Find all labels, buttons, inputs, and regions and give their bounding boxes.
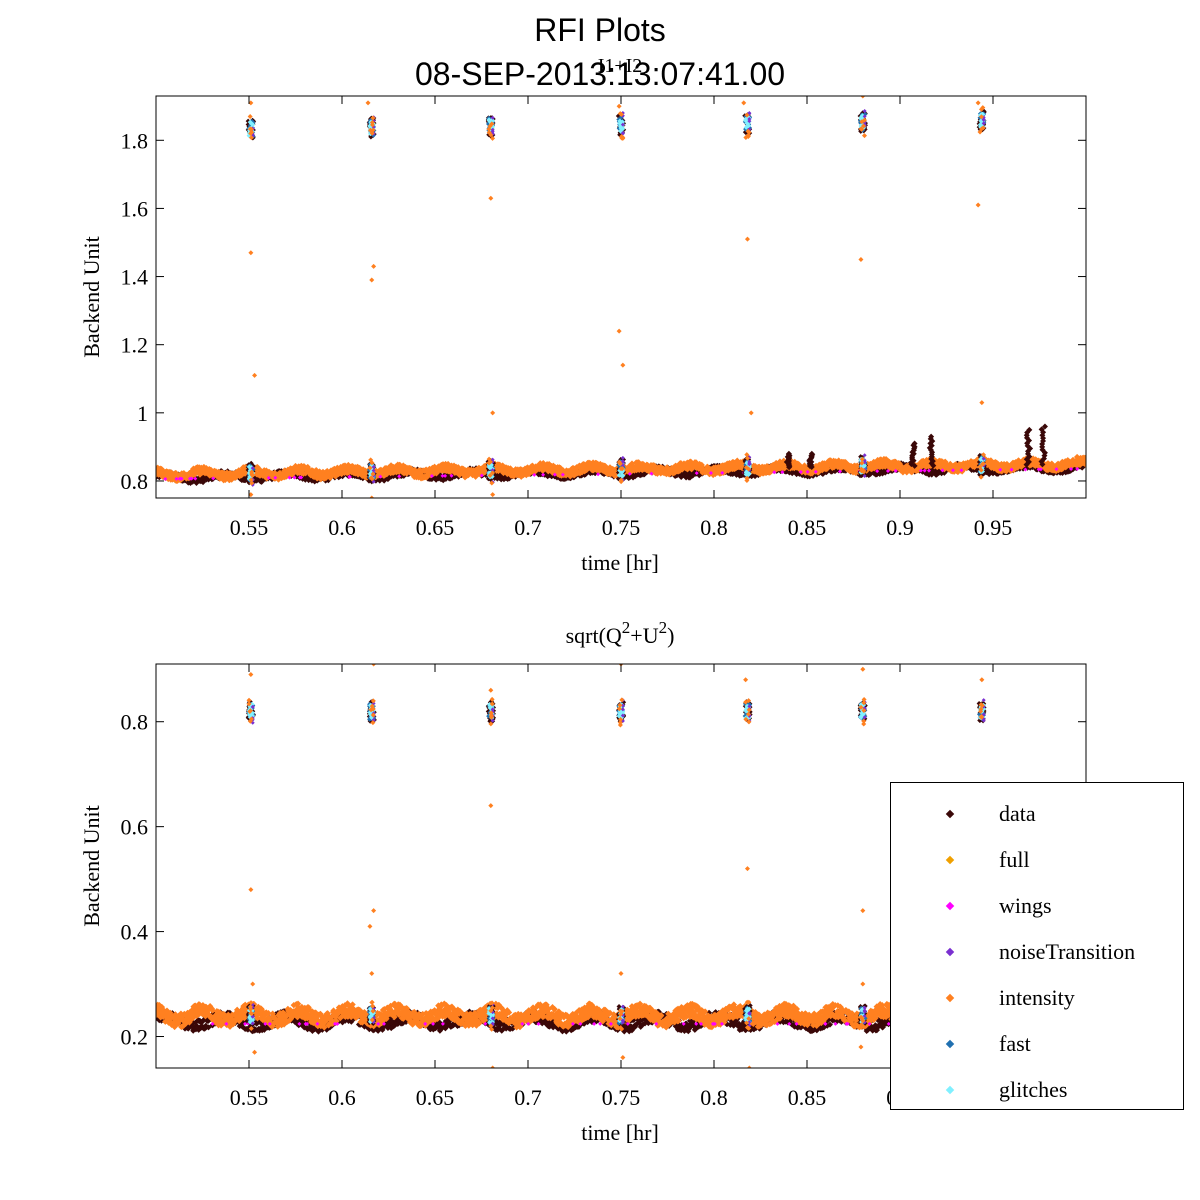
outlier-point — [975, 202, 981, 208]
outlier-point — [620, 362, 626, 368]
intensity-point — [158, 465, 165, 473]
outlier-point — [616, 328, 622, 334]
outlier-point — [369, 277, 375, 283]
chart-1-xlabel: time [hr] — [581, 550, 659, 575]
outlier-point — [616, 103, 622, 109]
intensity-point — [228, 476, 235, 483]
chart-1-plot: 0.55 0.6 0.65 0.7 0.75 0.8 0.85 0.9 0.950.811.21… — [121, 95, 1087, 540]
outlier-point — [371, 263, 377, 269]
intensity-point — [247, 113, 253, 119]
x-tick-label: 0.6 — [328, 515, 356, 540]
outlier-point — [858, 257, 864, 263]
outlier-point — [488, 195, 494, 201]
intensity-point — [862, 133, 868, 139]
chart-2-title-sup1: 2 — [622, 618, 631, 637]
outlier-point — [744, 236, 750, 242]
outlier-point — [248, 250, 254, 256]
outlier-point — [979, 400, 985, 406]
outlier-point — [365, 100, 371, 106]
outlier-point — [490, 410, 496, 416]
chart-1-ylabel: Backend Unit — [79, 236, 104, 358]
chart-2-title-part2: +U — [630, 623, 658, 648]
chart-1-points — [156, 96, 1086, 498]
outlier-point — [741, 100, 747, 106]
chart-2-title-part1: sqrt(Q — [566, 623, 622, 648]
figure-subtitle: 08-SEP-2013:13:07:41.00 — [414, 56, 786, 92]
outlier-point — [748, 410, 754, 416]
chart-2-xlabel: time [hr] — [581, 1120, 659, 1145]
outlier-point — [975, 100, 981, 106]
outlier-point — [252, 372, 258, 378]
outlier-point — [490, 492, 496, 498]
chart-2-title-sup2: 2 — [659, 618, 668, 637]
chart-2-title-part3: ) — [667, 623, 674, 648]
chart-1-frame — [155, 95, 1087, 499]
x-tick-label: 0.55 — [230, 515, 269, 540]
chart-2-ylabel: Backend Unit — [79, 805, 104, 927]
figure-title: RFI Plots — [534, 12, 666, 48]
chart-1-title: I1+I2 — [598, 55, 643, 77]
data-point — [506, 475, 513, 482]
chart-2-title: sqrt(Q2+U2) — [566, 618, 675, 648]
